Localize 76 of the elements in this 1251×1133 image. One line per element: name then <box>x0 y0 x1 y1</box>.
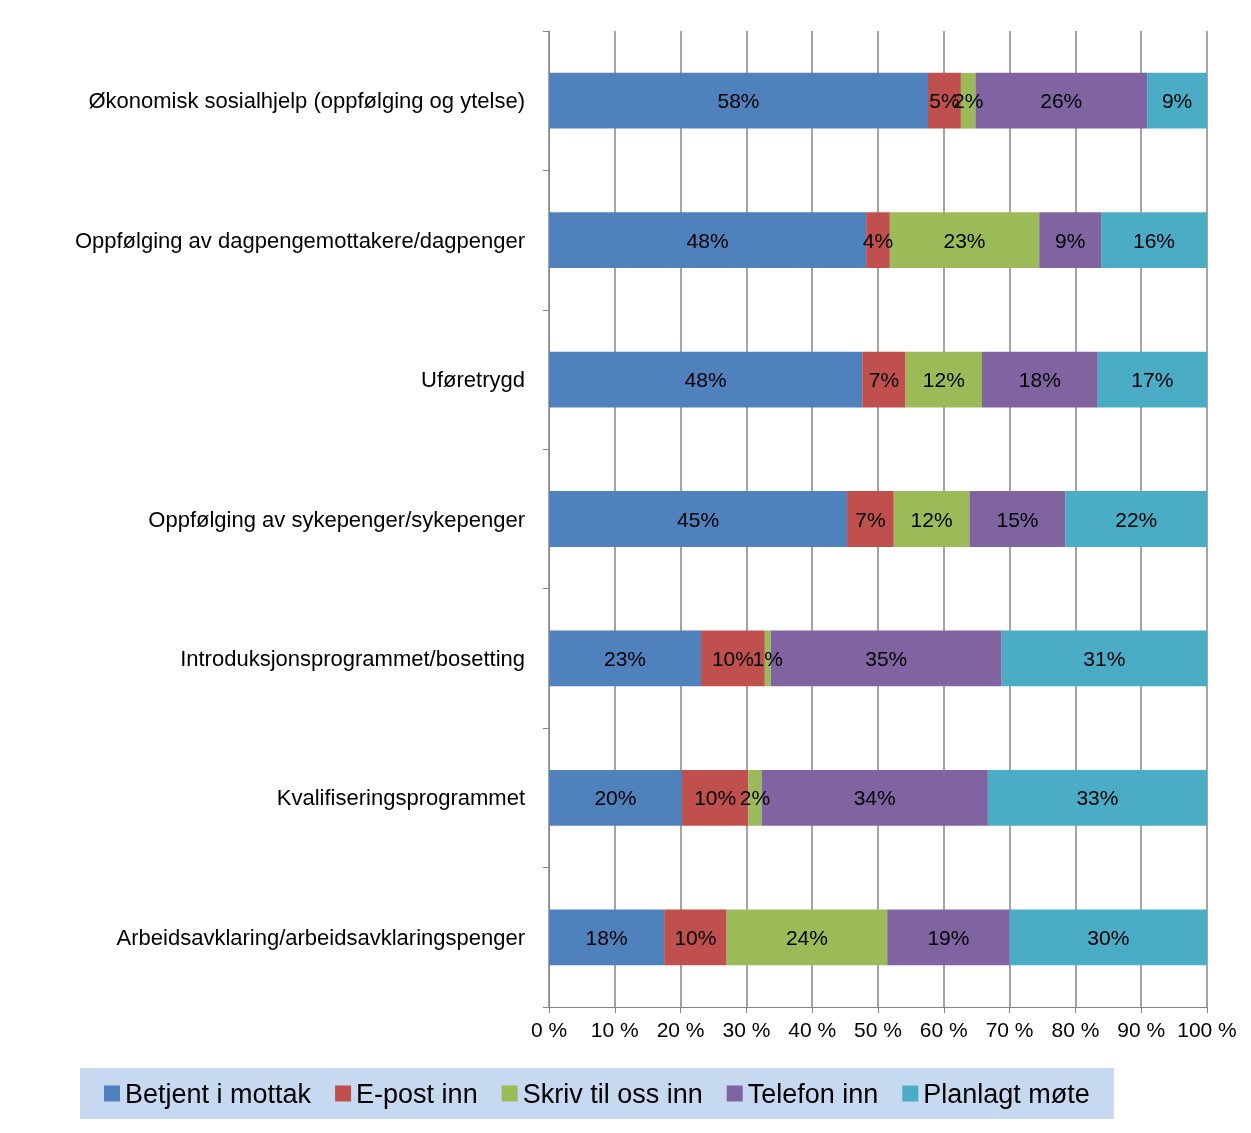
bar <box>1147 72 1207 129</box>
bar <box>847 491 894 547</box>
data-label: 12% <box>922 368 965 392</box>
data-label: 16% <box>1133 228 1176 252</box>
y-tick-label: Oppfølging av sykepenger/sykepenger <box>148 506 525 532</box>
bar <box>905 351 982 408</box>
bar <box>969 491 1066 547</box>
bar <box>549 769 682 826</box>
x-tick-label: 100 % <box>1177 1018 1237 1041</box>
data-label: 23% <box>943 228 986 252</box>
y-tick-label: Introduksjonsprogrammet/bosetting <box>180 645 525 671</box>
y-tick-label: Uføretrygd <box>421 367 525 393</box>
data-label: 34% <box>853 786 896 810</box>
data-label: 7% <box>855 507 886 531</box>
bar <box>862 351 906 408</box>
data-label: 18% <box>585 925 628 949</box>
x-tick-label: 40 % <box>788 1018 837 1041</box>
bar <box>549 72 929 129</box>
bar <box>549 909 665 966</box>
data-label: 23% <box>603 646 647 670</box>
legend-label: Skriv til oss inn <box>522 1078 703 1109</box>
data-label: 10% <box>674 925 717 949</box>
bar <box>981 351 1098 408</box>
bar <box>549 630 701 687</box>
y-tick-label: Oppfølging av dagpengemottakere/dagpenger <box>74 227 525 253</box>
x-tick-label: 0 % <box>530 1018 568 1041</box>
bar <box>887 909 1010 966</box>
data-label: 33% <box>1076 786 1119 810</box>
bar <box>1101 212 1207 269</box>
bar <box>987 769 1207 826</box>
bar <box>1065 491 1207 547</box>
x-tick-label: 20 % <box>656 1018 705 1041</box>
bar <box>726 909 888 966</box>
legend-label: Planlagt møte <box>923 1078 1090 1109</box>
bar <box>549 491 848 547</box>
data-label: 45% <box>677 507 720 531</box>
data-label: 31% <box>1083 646 1126 670</box>
data-label: 7% <box>868 368 900 392</box>
bar <box>1001 630 1207 687</box>
data-label: 10% <box>711 646 754 670</box>
legend-label: Telefon inn <box>747 1078 879 1109</box>
y-tick-label: Arbeidsavklaring/arbeidsavklaringspenger <box>116 924 525 950</box>
legend-label: Betjent i mottak <box>125 1078 312 1109</box>
data-label: 24% <box>785 925 828 949</box>
data-label: 17% <box>1131 368 1174 392</box>
bar <box>549 351 863 408</box>
data-label: 12% <box>910 507 953 531</box>
data-label: 35% <box>865 646 908 670</box>
legend-label: E-post inn <box>356 1078 478 1109</box>
data-label: 30% <box>1087 925 1130 949</box>
x-tick-label: 10 % <box>590 1018 639 1041</box>
data-label: 18% <box>1018 368 1061 392</box>
x-tick-label: 70 % <box>985 1018 1034 1041</box>
bar <box>664 909 727 966</box>
y-tick-label: Økonomisk sosialhjelp (oppfølging og ytelse) <box>88 88 525 114</box>
data-label: 48% <box>684 368 727 392</box>
data-label: 9% <box>1054 228 1086 252</box>
x-tick-label: 90 % <box>1117 1018 1166 1041</box>
x-tick-label: 50 % <box>854 1018 902 1041</box>
bar <box>1009 909 1207 966</box>
x-tick-label: 30 % <box>722 1018 771 1041</box>
bar <box>1097 351 1207 408</box>
y-tick-label: Kvalifiseringsprogrammet <box>276 785 525 811</box>
data-label: 58% <box>717 89 760 113</box>
bar <box>1039 212 1102 269</box>
data-label: 48% <box>686 228 729 252</box>
data-label: 20% <box>594 786 637 810</box>
data-label: 26% <box>1040 89 1083 113</box>
data-label: 15% <box>996 507 1039 531</box>
bar <box>893 491 970 547</box>
data-label: 9% <box>1161 89 1193 113</box>
data-label: 10% <box>694 786 737 810</box>
x-tick-label: 80 % <box>1051 1018 1100 1041</box>
data-label: 22% <box>1115 507 1158 531</box>
data-label: 19% <box>927 925 970 949</box>
x-tick-label: 60 % <box>919 1018 968 1041</box>
